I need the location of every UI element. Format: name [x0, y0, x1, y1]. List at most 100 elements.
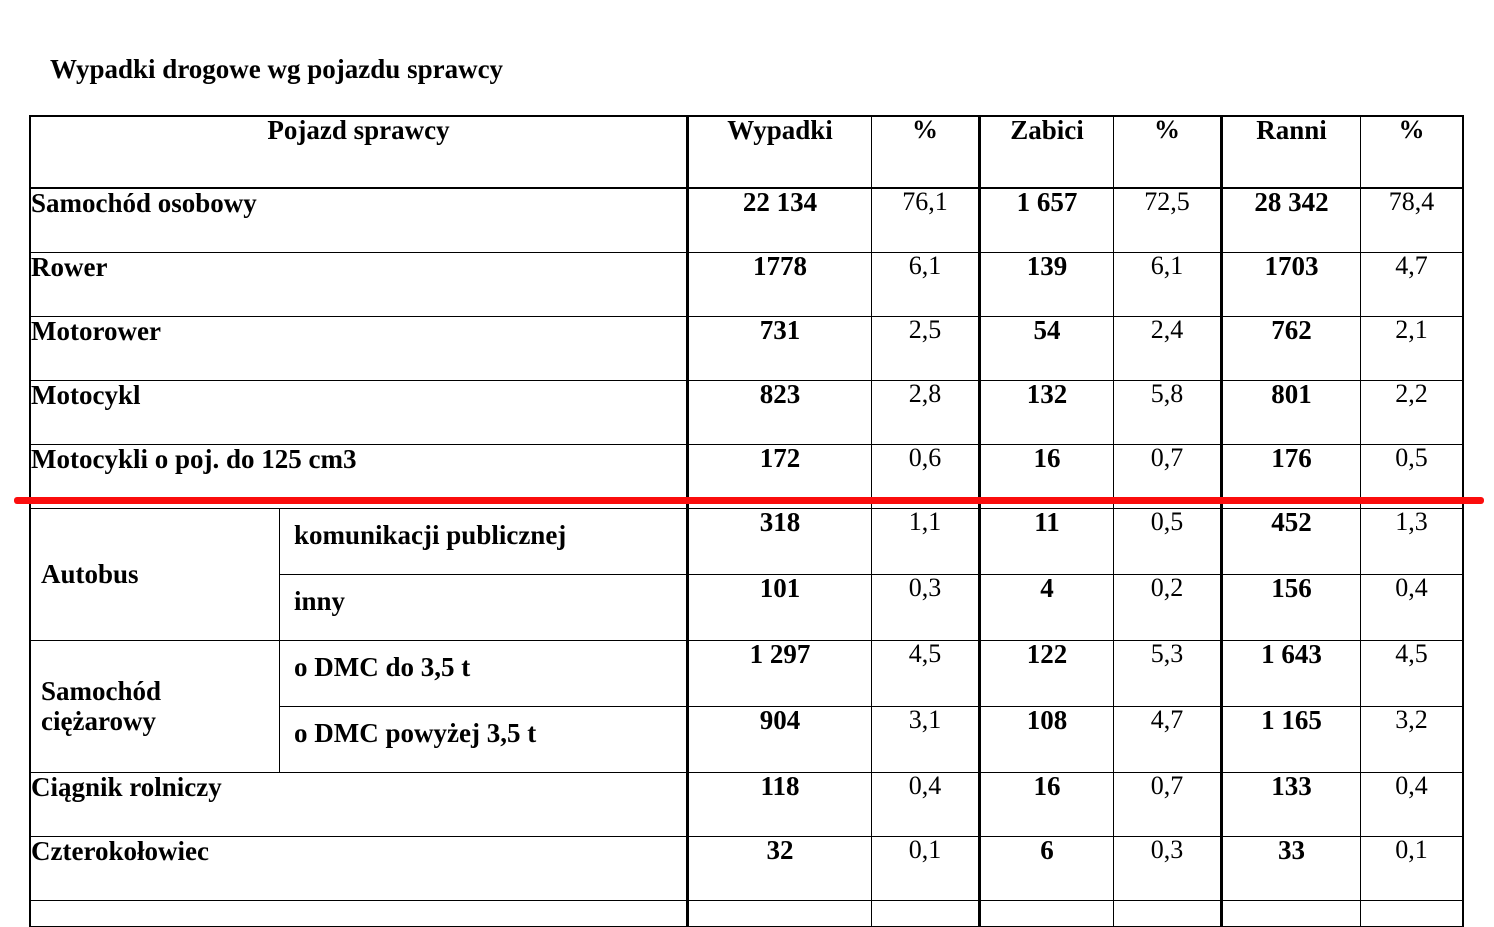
accidents-table-container: Pojazd sprawcy Wypadki % Zabici % Ranni … [29, 115, 1465, 927]
cell-injured: 28 342 [1221, 189, 1362, 253]
cell-pct-accidents: 4,5 [872, 641, 980, 707]
cell-pct-accidents: 76,1 [872, 189, 980, 253]
column-header-accidents: Wypadki [687, 117, 873, 189]
column-header-injured: Ranni [1221, 117, 1362, 189]
cell-pct-killed: 4,7 [1114, 707, 1222, 773]
table-row: Motorower 731 2,5 54 2,4 762 2,1 [31, 317, 1463, 381]
cell-killed-truncated [979, 901, 1115, 927]
row-sublabel-vehicle: o DMC do 3,5 t [280, 641, 688, 707]
cell-pct-killed-truncated [1114, 901, 1222, 927]
cell-injured: 452 [1221, 509, 1362, 575]
cell-accidents: 731 [687, 317, 873, 381]
cell-injured: 1 643 [1221, 641, 1362, 707]
cell-pct-accidents: 2,5 [872, 317, 980, 381]
cell-injured: 1703 [1221, 253, 1362, 317]
cell-killed: 132 [979, 381, 1115, 445]
cell-killed: 108 [979, 707, 1115, 773]
cell-accidents: 118 [687, 773, 873, 837]
row-label-vehicle: Rower [31, 253, 688, 317]
cell-pct-accidents-truncated [872, 901, 980, 927]
cell-injured: 762 [1221, 317, 1362, 381]
cell-injured: 1 165 [1221, 707, 1362, 773]
column-header-pct-injured: % [1361, 117, 1463, 189]
row-label-vehicle: Motorower [31, 317, 688, 381]
cell-pct-injured: 78,4 [1361, 189, 1463, 253]
row-sublabel-vehicle: inny [280, 575, 688, 641]
cell-pct-injured: 0,1 [1361, 837, 1463, 901]
cell-pct-accidents: 1,1 [872, 509, 980, 575]
cell-pct-injured: 2,1 [1361, 317, 1463, 381]
row-group-label-samochod-ciezarowy: Samochód ciężarowy [31, 641, 280, 773]
column-header-pct-accidents: % [872, 117, 980, 189]
row-group-label-autobus: Autobus [31, 509, 280, 641]
cell-injured: 133 [1221, 773, 1362, 837]
table-row: inny 101 0,3 4 0,2 156 0,4 [31, 575, 1463, 641]
cell-pct-injured: 0,4 [1361, 575, 1463, 641]
cell-pct-injured: 0,4 [1361, 773, 1463, 837]
cell-pct-killed: 5,8 [1114, 381, 1222, 445]
cell-pct-killed: 72,5 [1114, 189, 1222, 253]
cell-accidents: 32 [687, 837, 873, 901]
cell-pct-injured: 3,2 [1361, 707, 1463, 773]
column-header-killed: Zabici [979, 117, 1115, 189]
cell-injured: 156 [1221, 575, 1362, 641]
cell-accidents: 1 297 [687, 641, 873, 707]
cell-killed: 139 [979, 253, 1115, 317]
cell-pct-killed: 0,2 [1114, 575, 1222, 641]
cell-pct-accidents: 2,8 [872, 381, 980, 445]
table-row: Samochód ciężarowy o DMC do 3,5 t 1 297 … [31, 641, 1463, 773]
column-header-vehicle: Pojazd sprawcy [31, 117, 688, 189]
cell-injured-truncated [1221, 901, 1362, 927]
cell-pct-accidents: 0,3 [872, 575, 980, 641]
row-label-vehicle: Samochód osobowy [31, 189, 688, 253]
table-row: Motocykl 823 2,8 132 5,8 801 2,2 [31, 381, 1463, 445]
table-row: Autobus komunikacji publicznej 318 1,1 1… [31, 509, 1463, 641]
row-label-vehicle: Motocykl [31, 381, 688, 445]
table-row: Ciągnik rolniczy 118 0,4 16 0,7 133 0,4 [31, 773, 1463, 837]
column-header-pct-killed: % [1114, 117, 1222, 189]
row-label-vehicle-truncated [31, 901, 688, 927]
cell-injured: 33 [1221, 837, 1362, 901]
table-row: o DMC powyżej 3,5 t 904 3,1 108 4,7 1 16… [31, 707, 1463, 773]
row-label-vehicle: Czterokołowiec [31, 837, 688, 901]
cell-pct-killed: 2,4 [1114, 317, 1222, 381]
table-row: Samochód osobowy 22 134 76,1 1 657 72,5 … [31, 189, 1463, 253]
cell-injured: 801 [1221, 381, 1362, 445]
red-annotation-line [14, 497, 1484, 504]
row-label-vehicle: Ciągnik rolniczy [31, 773, 688, 837]
table-row: Motocykli o poj. do 125 cm3 172 0,6 16 0… [31, 445, 1463, 509]
cell-pct-injured: 2,2 [1361, 381, 1463, 445]
cell-accidents: 101 [687, 575, 873, 641]
accidents-by-vehicle-table: Pojazd sprawcy Wypadki % Zabici % Ranni … [29, 115, 1465, 927]
cell-pct-injured: 4,7 [1361, 253, 1463, 317]
cell-killed: 16 [979, 773, 1115, 837]
cell-pct-accidents: 0,1 [872, 837, 980, 901]
cell-accidents: 318 [687, 509, 873, 575]
cell-accidents: 1778 [687, 253, 873, 317]
cell-pct-killed: 0,3 [1114, 837, 1222, 901]
table-row-truncated [31, 901, 1463, 927]
cell-pct-accidents: 0,4 [872, 773, 980, 837]
cell-pct-accidents: 3,1 [872, 707, 980, 773]
cell-killed: 4 [979, 575, 1115, 641]
row-sublabel-vehicle: komunikacji publicznej [280, 509, 688, 575]
cell-pct-killed: 6,1 [1114, 253, 1222, 317]
cell-accidents: 823 [687, 381, 873, 445]
cell-killed: 122 [979, 641, 1115, 707]
page-title: Wypadki drogowe wg pojazdu sprawcy [50, 54, 504, 84]
cell-killed: 11 [979, 509, 1115, 575]
row-sublabel-vehicle: o DMC powyżej 3,5 t [280, 707, 688, 773]
table-row: Czterokołowiec 32 0,1 6 0,3 33 0,1 [31, 837, 1463, 901]
cell-killed: 6 [979, 837, 1115, 901]
cell-pct-injured: 4,5 [1361, 641, 1463, 707]
cell-pct-injured: 1,3 [1361, 509, 1463, 575]
table-row: Rower 1778 6,1 139 6,1 1703 4,7 [31, 253, 1463, 317]
cell-pct-injured-truncated [1361, 901, 1463, 927]
cell-killed: 1 657 [979, 189, 1115, 253]
table-header-row: Pojazd sprawcy Wypadki % Zabici % Ranni … [31, 117, 1463, 189]
cell-accidents: 904 [687, 707, 873, 773]
cell-accidents-truncated [687, 901, 873, 927]
cell-accidents: 22 134 [687, 189, 873, 253]
cell-pct-killed: 0,5 [1114, 509, 1222, 575]
cell-pct-killed: 0,7 [1114, 773, 1222, 837]
